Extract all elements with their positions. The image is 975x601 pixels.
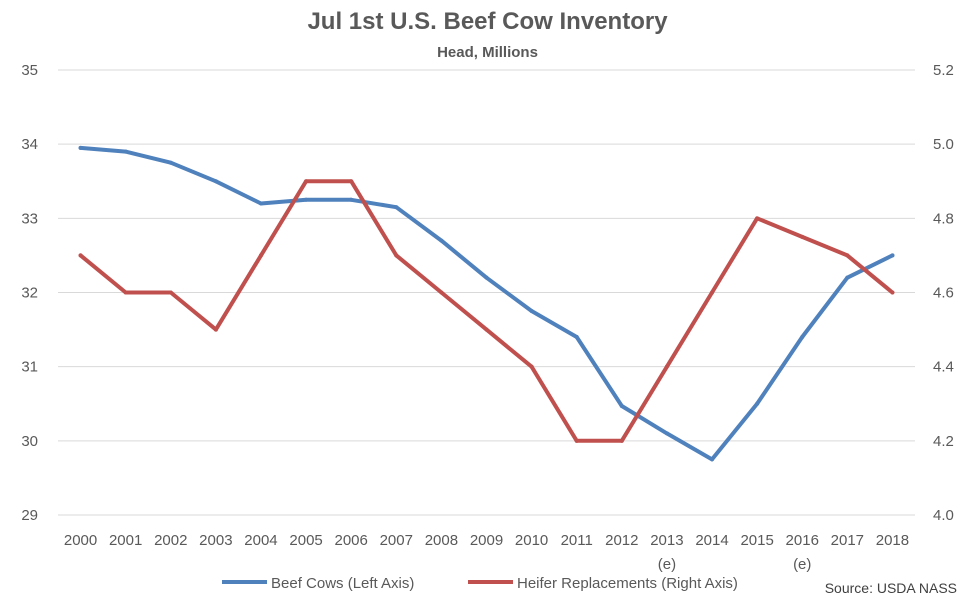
data-point <box>755 216 760 221</box>
data-point <box>664 431 669 436</box>
data-point <box>710 457 715 462</box>
data-point <box>258 253 263 258</box>
x-tick-note: (e) <box>658 556 676 573</box>
y-left-tick-label: 33 <box>21 210 38 227</box>
chart-title: Jul 1st U.S. Beef Cow Inventory <box>307 8 668 35</box>
y-right-tick-label: 4.8 <box>933 210 954 227</box>
data-point <box>890 290 895 295</box>
data-point <box>484 327 489 332</box>
x-tick-label: 2005 <box>289 532 322 549</box>
data-point <box>394 253 399 258</box>
y-right-tick-label: 4.0 <box>933 507 954 524</box>
x-tick-label: 2015 <box>740 532 773 549</box>
data-point <box>168 290 173 295</box>
data-point <box>123 290 128 295</box>
y-right-tick-label: 5.0 <box>933 136 954 153</box>
x-tick-label: 2009 <box>470 532 503 549</box>
y-right-tick-label: 4.4 <box>933 359 954 376</box>
x-tick-label: 2007 <box>380 532 413 549</box>
data-point <box>845 253 850 258</box>
data-point <box>258 201 263 206</box>
x-tick-label: 2003 <box>199 532 232 549</box>
data-point <box>845 275 850 280</box>
x-tick-label: 2018 <box>876 532 909 549</box>
data-point <box>78 145 83 150</box>
y-left-tick-label: 30 <box>21 433 38 450</box>
legend-label: Beef Cows (Left Axis) <box>271 575 414 592</box>
x-tick-label: 2004 <box>244 532 277 549</box>
data-point <box>664 364 669 369</box>
data-point <box>439 238 444 243</box>
x-tick-label: 2017 <box>831 532 864 549</box>
data-point <box>710 290 715 295</box>
data-point <box>574 438 579 443</box>
y-left-tick-label: 31 <box>21 359 38 376</box>
x-tick-label: 2001 <box>109 532 142 549</box>
data-point <box>800 335 805 339</box>
data-point <box>213 179 218 184</box>
data-point <box>484 275 489 280</box>
x-tick-label: 2010 <box>515 532 548 549</box>
data-point <box>304 197 309 202</box>
data-point <box>78 253 83 258</box>
legend-label: Heifer Replacements (Right Axis) <box>517 575 738 592</box>
y-left-tick-label: 34 <box>21 136 38 153</box>
x-tick-label: 2016 <box>786 532 819 549</box>
series-line-2 <box>78 179 895 443</box>
data-point <box>304 179 309 184</box>
x-tick-label: 2000 <box>64 532 97 549</box>
data-point <box>619 438 624 443</box>
data-point <box>800 234 805 239</box>
chart-subtitle: Head, Millions <box>437 44 538 61</box>
data-point <box>213 327 218 332</box>
x-tick-note: (e) <box>793 556 811 573</box>
y-right-tick-label: 5.2 <box>933 62 954 79</box>
data-point <box>529 364 534 369</box>
data-point <box>394 205 399 210</box>
y-left-tick-label: 32 <box>21 285 38 302</box>
data-point <box>349 179 354 184</box>
x-tick-label: 2011 <box>561 532 593 549</box>
data-point <box>619 403 624 408</box>
x-tick-label: 2014 <box>695 532 728 549</box>
data-point <box>890 253 895 258</box>
x-tick-label: 2008 <box>425 532 458 549</box>
x-tick-label: 2006 <box>334 532 367 549</box>
y-left-tick-label: 35 <box>21 62 38 79</box>
y-right-tick-label: 4.2 <box>933 433 954 450</box>
y-left-tick-label: 29 <box>21 507 38 524</box>
data-point <box>439 290 444 295</box>
x-tick-label: 2002 <box>154 532 187 549</box>
data-point <box>755 401 760 406</box>
series-line-1 <box>78 145 895 462</box>
x-tick-label: 2013 <box>650 532 683 549</box>
data-point <box>123 149 128 154</box>
y-right-tick-label: 4.6 <box>933 285 954 302</box>
data-point <box>349 197 354 202</box>
x-tick-label: 2012 <box>605 532 638 549</box>
data-point <box>529 309 534 314</box>
source-note: Source: USDA NASS <box>824 580 957 596</box>
data-point <box>168 160 173 165</box>
data-point <box>574 335 579 339</box>
